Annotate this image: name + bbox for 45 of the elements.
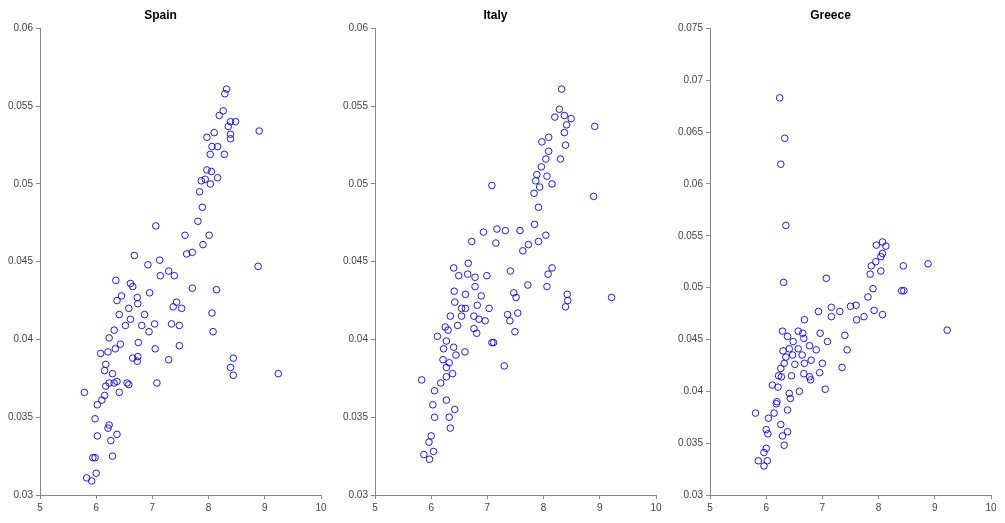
chart-title: Greece bbox=[810, 7, 852, 22]
y-tick-label: 0.065 bbox=[677, 125, 704, 137]
chart-title: Italy bbox=[483, 7, 508, 22]
y-tick-label: 0.055 bbox=[7, 99, 34, 111]
y-tick-label: 0.05 bbox=[683, 281, 704, 293]
y-tick-label: 0.045 bbox=[677, 333, 704, 345]
x-tick-label: 7 bbox=[149, 501, 156, 513]
y-tick-label: 0.04 bbox=[683, 385, 704, 397]
x-tick-label: 8 bbox=[205, 501, 212, 513]
y-tick-label: 0.035 bbox=[342, 410, 369, 422]
x-tick-label: 5 bbox=[707, 501, 714, 513]
y-tick-label: 0.05 bbox=[348, 177, 369, 189]
y-tick-label: 0.035 bbox=[7, 410, 34, 422]
x-tick-label: 5 bbox=[372, 501, 379, 513]
x-tick-label: 8 bbox=[875, 501, 882, 513]
y-tick-label: 0.06 bbox=[348, 22, 369, 34]
y-tick-label: 0.04 bbox=[348, 333, 369, 345]
y-tick-label: 0.045 bbox=[342, 255, 369, 267]
x-tick-label: 7 bbox=[819, 501, 826, 513]
y-tick-label: 0.055 bbox=[677, 229, 704, 241]
y-tick-label: 0.07 bbox=[683, 73, 704, 85]
x-tick-label: 9 bbox=[597, 501, 604, 513]
x-tick-label: 10 bbox=[985, 501, 997, 513]
x-tick-label: 5 bbox=[37, 501, 44, 513]
x-tick-label: 9 bbox=[262, 501, 269, 513]
y-tick-label: 0.05 bbox=[13, 177, 34, 189]
y-tick-label: 0.035 bbox=[677, 436, 704, 448]
x-tick-label: 7 bbox=[484, 501, 491, 513]
y-tick-label: 0.055 bbox=[342, 99, 369, 111]
y-tick-label: 0.075 bbox=[677, 22, 704, 34]
chart-title: Spain bbox=[144, 7, 177, 22]
y-tick-label: 0.04 bbox=[13, 333, 34, 345]
x-tick-label: 10 bbox=[315, 501, 327, 513]
y-tick-label: 0.03 bbox=[348, 488, 369, 500]
y-tick-label: 0.03 bbox=[683, 488, 704, 500]
x-tick-label: 6 bbox=[93, 501, 100, 513]
y-tick-label: 0.045 bbox=[7, 255, 34, 267]
y-tick-label: 0.06 bbox=[683, 177, 704, 189]
x-tick-label: 9 bbox=[932, 501, 939, 513]
x-tick-label: 6 bbox=[763, 501, 770, 513]
y-tick-label: 0.03 bbox=[13, 488, 34, 500]
y-tick-label: 0.06 bbox=[13, 22, 34, 34]
x-tick-label: 8 bbox=[540, 501, 547, 513]
x-tick-label: 10 bbox=[650, 501, 662, 513]
x-tick-label: 6 bbox=[428, 501, 435, 513]
